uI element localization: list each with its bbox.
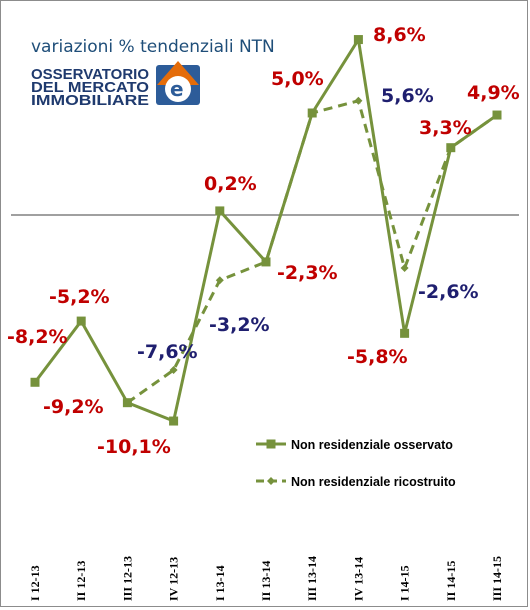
x-tick-label-7: IV 13-14	[351, 557, 365, 601]
data-point-osservato-2	[122, 398, 132, 408]
data-label-0: -8,2%	[7, 326, 68, 348]
x-tick-label-10: III 14-15	[490, 556, 504, 601]
data-point-osservato-8	[400, 328, 410, 338]
data-label-3: -10,1%	[97, 436, 171, 458]
x-tick-label-0: I 12-13	[28, 565, 42, 601]
data-label-9: 8,6%	[373, 24, 426, 46]
x-tick-label-2: III 12-13	[120, 556, 134, 601]
legend-label-ricostruito: Non residenziale ricostruito	[291, 475, 456, 489]
legend-item-osservato: Non residenziale osservato	[256, 438, 453, 452]
chart-title: variazioni % tendenziali NTN	[31, 37, 275, 57]
x-tick-label-9: II 14-15	[444, 561, 458, 601]
data-point-osservato-3	[169, 416, 179, 426]
data-point-osservato-9	[446, 143, 456, 153]
data-point-osservato-1	[76, 316, 86, 326]
data-point-ricostruito-8	[400, 264, 409, 273]
data-point-osservato-4	[215, 206, 225, 216]
data-point-ricostruito-7	[354, 96, 363, 105]
data-label-12: -2,6%	[418, 281, 479, 303]
data-point-osservato-0	[30, 377, 40, 387]
data-label-1: -5,2%	[49, 286, 110, 308]
data-point-osservato-10	[492, 110, 502, 120]
data-label-14: 4,9%	[467, 82, 520, 104]
data-label-13: 3,3%	[419, 117, 472, 139]
data-label-7: -2,3%	[277, 262, 338, 284]
data-point-osservato-6	[307, 108, 317, 118]
x-tick-label-5: II 13-14	[259, 561, 273, 601]
legend: Non residenziale osservato Non residenzi…	[256, 438, 456, 489]
logo-line-1: OSSERVATORIO	[31, 66, 149, 83]
data-label-8: 5,0%	[271, 68, 324, 90]
data-label-6: -3,2%	[209, 314, 270, 336]
data-point-osservato-5	[261, 257, 271, 267]
data-label-4: -7,6%	[137, 341, 198, 363]
logo-line-3: IMMOBILIARE	[31, 92, 149, 109]
legend-item-ricostruito: Non residenziale ricostruito	[256, 475, 456, 489]
data-label-10: 5,6%	[381, 85, 434, 107]
legend-label-osservato: Non residenziale osservato	[291, 438, 453, 452]
x-tick-label-4: I 13-14	[213, 565, 227, 601]
logo-line-2: DEL MERCATO	[31, 79, 149, 96]
svg-text:e: e	[170, 77, 184, 101]
x-tick-label-1: II 12-13	[74, 561, 88, 601]
data-point-osservato-7	[353, 35, 363, 45]
data-label-2: -9,2%	[43, 396, 104, 418]
x-tick-label-3: IV 12-13	[167, 557, 181, 601]
data-label-11: -5,8%	[347, 346, 408, 368]
omi-logo: OSSERVATORIO DEL MERCATO IMMOBILIARE e	[31, 61, 200, 109]
logo-emblem-icon: e	[156, 61, 200, 105]
x-tick-label-6: III 13-14	[305, 556, 319, 601]
data-label-5: 0,2%	[204, 173, 257, 195]
data-point-ricostruito-4	[215, 276, 224, 285]
data-point-ricostruito-3	[169, 366, 178, 375]
x-tick-label-8: I 14-15	[398, 565, 412, 601]
